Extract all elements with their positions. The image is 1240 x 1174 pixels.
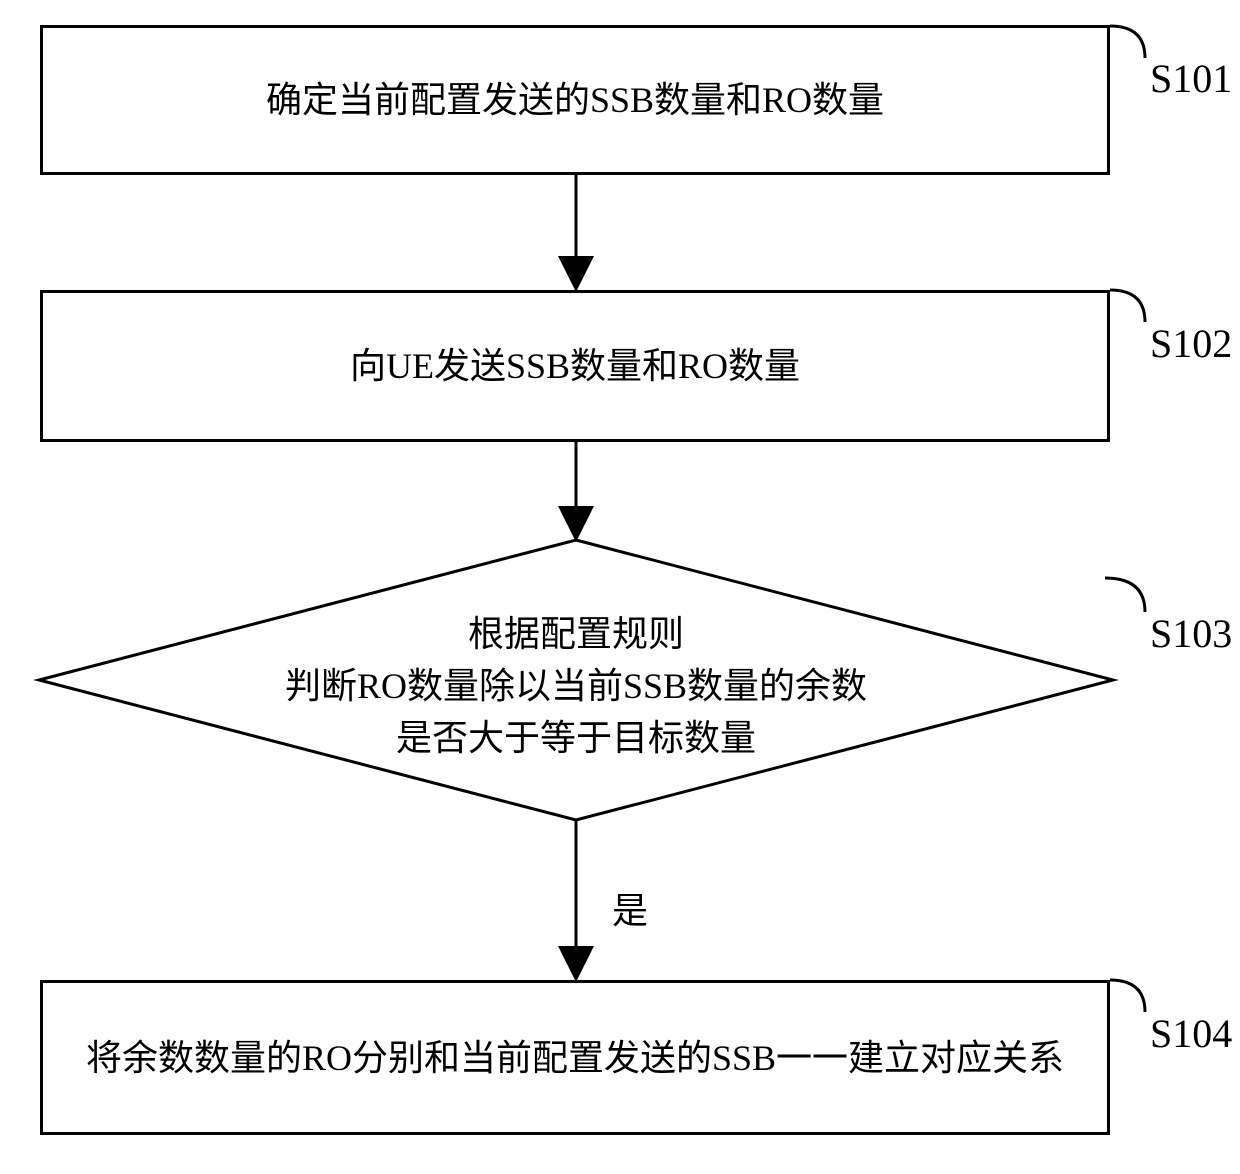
node-s102: 向UE发送SSB数量和RO数量 [40, 290, 1110, 442]
node-s104-text: 将余数数量的RO分别和当前配置发送的SSB一一建立对应关系 [86, 1031, 1064, 1085]
node-s103-text-container: 根据配置规则 判断RO数量除以当前SSB数量的余数 是否大于等于目标数量 [39, 608, 1113, 765]
node-s104: 将余数数量的RO分别和当前配置发送的SSB一一建立对应关系 [40, 980, 1110, 1135]
connector-s102 [1110, 290, 1145, 322]
connector-s101 [1110, 26, 1145, 58]
node-s103-line1: 根据配置规则 [39, 608, 1113, 660]
node-s103-line3: 是否大于等于目标数量 [39, 712, 1113, 764]
label-s103: S103 [1150, 610, 1232, 657]
label-s102: S102 [1150, 320, 1232, 367]
node-s101-text: 确定当前配置发送的SSB数量和RO数量 [266, 73, 884, 127]
label-s104: S104 [1150, 1010, 1232, 1057]
connector-s104 [1110, 980, 1145, 1012]
node-s102-text: 向UE发送SSB数量和RO数量 [350, 339, 800, 393]
node-s103-line2: 判断RO数量除以当前SSB数量的余数 [39, 660, 1113, 712]
connector-s103 [1105, 578, 1145, 612]
edge-label-yes: 是 [612, 882, 648, 934]
flowchart-canvas: 确定当前配置发送的SSB数量和RO数量 S101 向UE发送SSB数量和RO数量… [0, 0, 1240, 1174]
label-s101: S101 [1150, 55, 1232, 102]
node-s101: 确定当前配置发送的SSB数量和RO数量 [40, 25, 1110, 175]
